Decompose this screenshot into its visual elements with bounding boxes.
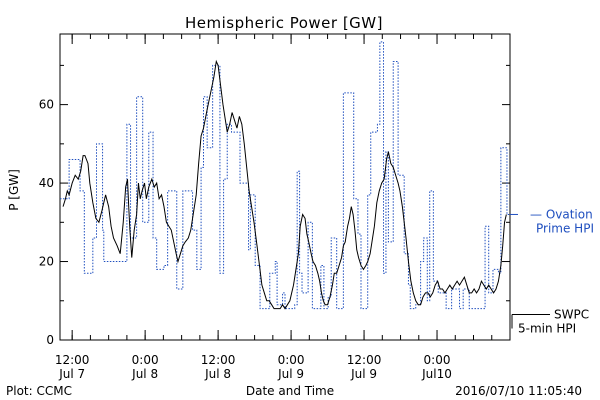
labels-layer: Hemispheric Power [GW] P [GW] Date and T… (6, 14, 582, 398)
x-tick-time: 12:00 (55, 353, 90, 367)
y-tick-label: 60 (39, 98, 54, 112)
chart-title: Hemispheric Power [GW] (185, 14, 383, 32)
legend-swpc-line1: SWPC (554, 307, 589, 321)
x-tick-time: 12:00 (347, 353, 382, 367)
series-layer (60, 41, 510, 310)
y-tick-label: 20 (39, 255, 54, 269)
series-swpc-5min-hpi (62, 59, 507, 310)
legend-swpc-line2: 5-min HPI (518, 321, 576, 335)
y-axis-label: P [GW] (7, 169, 21, 211)
x-tick-date: Jul10 (421, 367, 452, 381)
series-ovation-prime-hpi (60, 41, 510, 310)
x-tick-time: 0:00 (424, 353, 451, 367)
legend-ovation-line1: — Ovation (530, 207, 593, 221)
x-tick-date: Jul 8 (131, 367, 158, 381)
plot-timestamp: 2016/07/10 11:05:40 (455, 384, 582, 398)
x-tick-date: Jul 7 (58, 367, 85, 381)
plot-frame (59, 33, 511, 341)
x-axis-label: Date and Time (246, 384, 334, 398)
x-tick-date: Jul 8 (204, 367, 231, 381)
y-tick-label: 0 (46, 333, 54, 347)
x-tick-time: 0:00 (278, 353, 305, 367)
plot-credit: Plot: CCMC (6, 384, 72, 398)
legend-ovation-line2: Prime HPI (536, 221, 594, 235)
x-tick-date: Jul 9 (350, 367, 377, 381)
x-tick-date: Jul 9 (277, 367, 304, 381)
x-tick-time: 0:00 (132, 353, 159, 367)
x-tick-time: 12:00 (201, 353, 236, 367)
y-tick-label: 40 (39, 176, 54, 190)
